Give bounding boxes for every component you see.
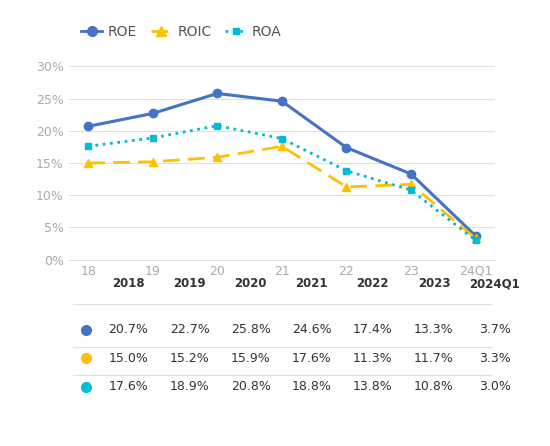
Text: 11.7%: 11.7% <box>414 352 454 365</box>
Text: 3.7%: 3.7% <box>479 323 511 336</box>
Text: 10.8%: 10.8% <box>414 380 454 393</box>
Text: 2020: 2020 <box>234 277 267 290</box>
Text: 2019: 2019 <box>173 277 206 290</box>
Text: 15.2%: 15.2% <box>169 352 210 365</box>
Text: 2024Q1: 2024Q1 <box>470 277 520 290</box>
Text: 20.7%: 20.7% <box>108 323 148 336</box>
Legend: ROE, ROIC, ROA: ROE, ROIC, ROA <box>76 19 287 44</box>
Text: 20.8%: 20.8% <box>230 380 271 393</box>
Text: 13.8%: 13.8% <box>353 380 393 393</box>
Text: 13.3%: 13.3% <box>414 323 454 336</box>
Text: 17.4%: 17.4% <box>353 323 393 336</box>
Text: 2022: 2022 <box>356 277 389 290</box>
Text: 2021: 2021 <box>295 277 328 290</box>
Text: 22.7%: 22.7% <box>169 323 210 336</box>
Text: 2023: 2023 <box>417 277 450 290</box>
Text: 17.6%: 17.6% <box>108 380 148 393</box>
Text: 3.0%: 3.0% <box>479 380 511 393</box>
Text: 18.8%: 18.8% <box>292 380 332 393</box>
Text: 25.8%: 25.8% <box>230 323 271 336</box>
Text: 11.3%: 11.3% <box>353 352 393 365</box>
Text: 24.6%: 24.6% <box>292 323 332 336</box>
Text: 15.9%: 15.9% <box>231 352 271 365</box>
Text: 3.3%: 3.3% <box>479 352 511 365</box>
Text: 2018: 2018 <box>112 277 145 290</box>
Text: 18.9%: 18.9% <box>169 380 210 393</box>
Text: 17.6%: 17.6% <box>292 352 332 365</box>
Text: 15.0%: 15.0% <box>108 352 148 365</box>
